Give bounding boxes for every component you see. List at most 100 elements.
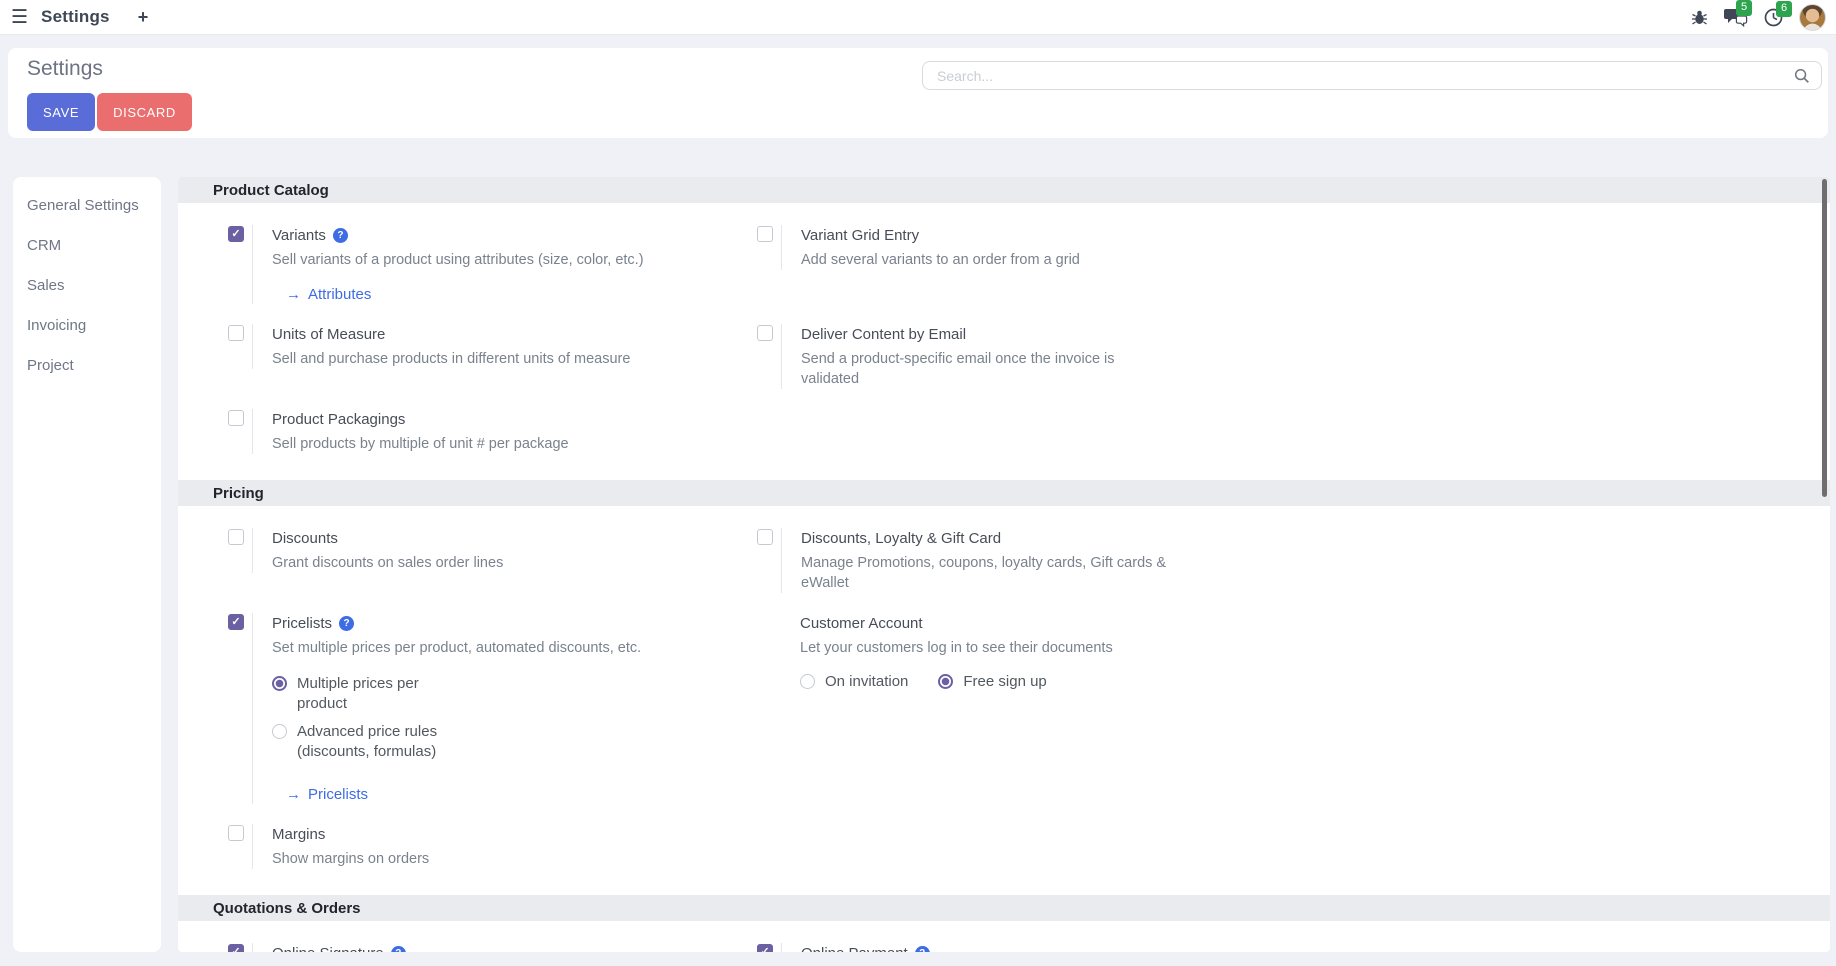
activities-clock-icon[interactable]: 6 (1764, 0, 1793, 27)
page-title: Settings (27, 57, 103, 80)
setting-checkbox-pane (707, 613, 781, 692)
setting-content: Pricelists? Set multiple prices per produ… (252, 613, 641, 804)
online-signature-checkbox[interactable] (228, 944, 244, 952)
help-question-icon[interactable]: ? (914, 946, 930, 952)
save-button[interactable]: SAVE (27, 93, 96, 131)
setting-title: Pricelists? (272, 613, 641, 634)
setting-content: Discounts Grant discounts on sales order … (252, 528, 503, 573)
activities-count-badge: 6 (1776, 0, 1793, 17)
setting-content: Discounts, Loyalty & Gift Card Manage Pro… (781, 528, 1175, 593)
setting-discounts-loyalty-gift-card: Discounts, Loyalty & Gift Card Manage Pro… (707, 528, 1830, 593)
pricelists-description: Set multiple prices per product, automat… (272, 640, 642, 656)
setting-variants: Variants? Sell variants of a product usin… (178, 225, 707, 304)
top-navbar: ☰ Settings + 5 (0, 0, 1836, 35)
setting-title: Online Payment? (801, 943, 1090, 952)
search-input[interactable] (922, 61, 1822, 90)
radio-button[interactable] (938, 674, 954, 689)
radio-button[interactable] (800, 674, 815, 689)
messages-count-badge: 5 (1736, 0, 1753, 17)
variants-checkbox[interactable] (228, 226, 244, 242)
radio-label: Advanced price rules (discounts, formula… (297, 723, 438, 760)
setting-checkbox-pane (707, 225, 781, 270)
product-packagings-checkbox[interactable] (228, 410, 244, 426)
help-question-icon[interactable]: ? (390, 946, 406, 952)
setting-content: Product Packagings Sell products by multi… (252, 409, 569, 454)
section-header-product-catalog: Product Catalog (178, 177, 1830, 203)
radio-button[interactable] (272, 676, 287, 691)
setting-title: Product Packagings (272, 409, 569, 430)
setting-discounts: Discounts Grant discounts on sales order … (178, 528, 707, 573)
deliver-content-by-email-description: Send a product-specific email once the i… (801, 351, 1115, 387)
product-packagings-label: Product Packagings (272, 411, 406, 428)
setting-checkbox-pane (178, 943, 252, 952)
setting-product-packagings: Product Packagings Sell products by multi… (178, 409, 707, 454)
online-payment-checkbox[interactable] (757, 944, 773, 952)
setting-title: Discounts (272, 528, 503, 549)
radio-label: On invitation (825, 673, 909, 690)
sidebar-item-crm[interactable]: CRM (27, 236, 62, 254)
setting-checkbox-pane (178, 409, 252, 454)
pricelists-checkbox[interactable] (228, 614, 244, 630)
setting-content: Variant Grid Entry Add several variants t… (781, 225, 1080, 270)
setting-deliver-content-by-email: Deliver Content by Email Send a product-s… (707, 324, 1830, 389)
customer-account-radio-free-sign-up[interactable]: Free sign up (938, 672, 1047, 692)
debug-bug-icon[interactable] (1691, 9, 1708, 26)
customer-account-description: Let your customers log in to see their d… (800, 640, 1113, 656)
setting-units-of-measure: Units of Measure Sell and purchase produc… (178, 324, 707, 369)
section-content: Variants? Sell variants of a product usin… (178, 203, 1830, 480)
setting-variant-grid-entry: Variant Grid Entry Add several variants t… (707, 225, 1830, 270)
hamburger-menu-icon[interactable]: ☰ (11, 6, 29, 28)
messages-icon[interactable]: 5 (1724, 0, 1753, 27)
setting-margins: Margins Show margins on orders (178, 824, 707, 869)
pricelists-link[interactable]: → Pricelists (286, 786, 368, 803)
arrow-right-icon: → (286, 786, 301, 803)
section-header-pricing: Pricing (178, 480, 1830, 506)
setting-content: Deliver Content by Email Send a product-s… (781, 324, 1175, 389)
variants-label: Variants (272, 227, 326, 244)
pricelists-radio-advanced-price-rules-discounts-formulas-[interactable]: Advanced price rules (discounts, formula… (272, 722, 641, 762)
margins-description: Show margins on orders (272, 851, 430, 867)
scrollbar-thumb[interactable] (1822, 179, 1827, 497)
discounts-label: Discounts (272, 530, 338, 547)
customer-account-radio-group: On invitation Free sign up (800, 672, 1113, 692)
setting-checkbox-pane (178, 824, 252, 869)
section-header-quotations-orders: Quotations & Orders (178, 895, 1830, 921)
help-question-icon[interactable]: ? (332, 228, 348, 243)
attributes-link[interactable]: → Attributes (286, 286, 371, 303)
product-packagings-description: Sell products by multiple of unit # per … (272, 436, 569, 452)
settings-sidebar: General Settings CRM Sales Invoicing Project (13, 177, 161, 952)
new-tab-plus-icon[interactable]: + (137, 6, 149, 27)
discard-button[interactable]: DISCARD (97, 93, 192, 131)
setting-online-payment: Online Payment?Request an online payment… (707, 943, 1830, 952)
online-signature-label: Online Signature (272, 943, 384, 952)
variants-description: Sell variants of a product using attribu… (272, 252, 644, 268)
radio-button[interactable] (272, 724, 287, 739)
variant-grid-entry-checkbox[interactable] (757, 226, 773, 242)
discounts-checkbox[interactable] (228, 529, 244, 545)
pricelists-radio-group: Multiple prices per product Advanced pric… (272, 674, 641, 762)
pricelists-radio-multiple-prices-per-product[interactable]: Multiple prices per product (272, 674, 641, 714)
user-avatar[interactable] (1799, 3, 1826, 31)
variants-link-label: Attributes (308, 286, 372, 303)
help-question-icon[interactable]: ? (339, 616, 355, 631)
sidebar-item-sales[interactable]: Sales (27, 276, 65, 294)
setting-content: Online Signature?Request an online signa… (252, 943, 565, 952)
radio-label: Free sign up (963, 673, 1047, 690)
setting-title: Margins (272, 824, 429, 845)
setting-customer-account: Customer Account Let your customers log i… (707, 613, 1830, 692)
sidebar-item-project[interactable]: Project (27, 356, 74, 374)
deliver-content-by-email-checkbox[interactable] (757, 325, 773, 341)
units-of-measure-checkbox[interactable] (228, 325, 244, 341)
settings-header: Settings SAVE DISCARD (8, 48, 1828, 138)
discounts-loyalty-gift-card-checkbox[interactable] (757, 529, 773, 545)
customer-account-label: Customer Account (800, 615, 923, 632)
sidebar-item-general-settings[interactable]: General Settings (27, 196, 139, 214)
setting-checkbox-pane (178, 324, 252, 369)
search-icon[interactable] (1794, 68, 1810, 84)
setting-content: Online Payment?Request an online payment… (781, 943, 1090, 952)
margins-checkbox[interactable] (228, 825, 244, 841)
sidebar-item-invoicing[interactable]: Invoicing (27, 316, 87, 334)
setting-title: Online Signature? (272, 943, 565, 952)
customer-account-radio-on-invitation[interactable]: On invitation (800, 672, 908, 692)
pricelists-link-label: Pricelists (308, 786, 369, 803)
